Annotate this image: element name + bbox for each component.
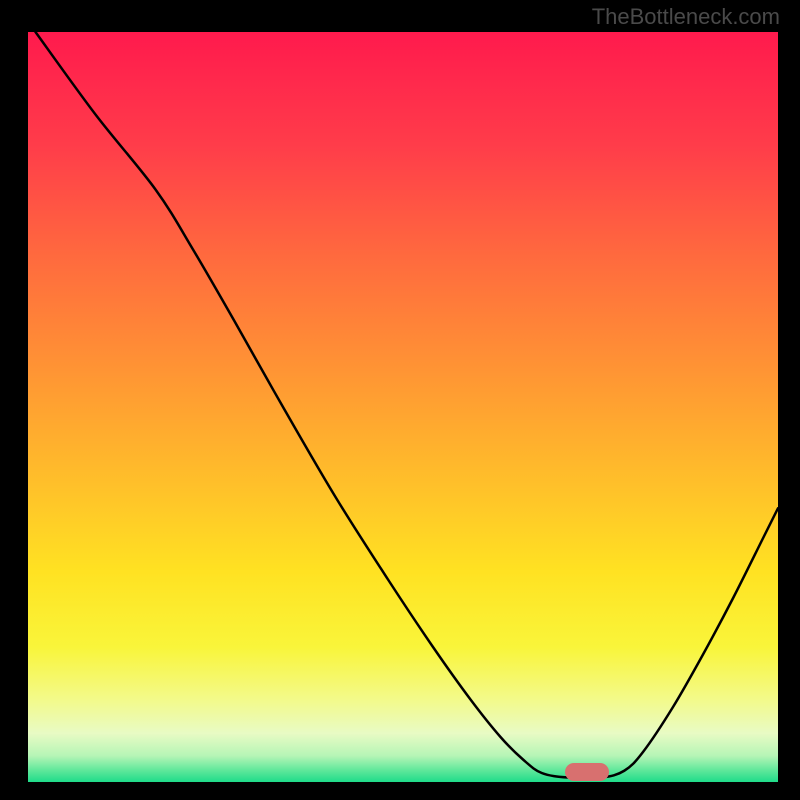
optimal-marker bbox=[565, 763, 609, 781]
chart-plot-area bbox=[28, 32, 778, 782]
bottleneck-curve bbox=[28, 32, 778, 782]
watermark-text: TheBottleneck.com bbox=[592, 4, 780, 30]
